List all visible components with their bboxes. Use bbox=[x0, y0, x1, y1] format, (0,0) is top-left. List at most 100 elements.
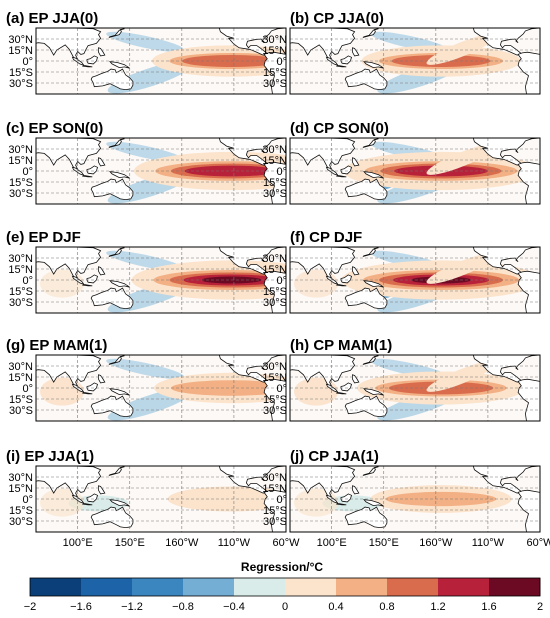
panel: (d) CP SON(0)30°N15°N0°15°S30°S bbox=[262, 120, 541, 205]
coastline bbox=[352, 47, 360, 57]
lat-tick-label: 30°N bbox=[262, 253, 287, 265]
lat-tick-label: 15°S bbox=[9, 177, 33, 189]
coastline bbox=[344, 287, 388, 310]
coastline bbox=[108, 280, 131, 288]
coastline bbox=[335, 64, 347, 68]
coastline bbox=[81, 174, 93, 178]
lat-tick-label: 15°S bbox=[263, 505, 287, 517]
lat-tick-label: 30°S bbox=[9, 297, 33, 309]
panel-title: (c) EP SON(0) bbox=[6, 120, 103, 137]
coastline bbox=[344, 68, 388, 91]
panel: (b) CP JJA(0)30°N15°N0°15°S30°S bbox=[262, 10, 541, 95]
coastline bbox=[362, 355, 379, 365]
colorbar-tick-label: −1.2 bbox=[121, 601, 143, 613]
lat-tick-label: 30°S bbox=[263, 78, 287, 90]
colorbar-segment bbox=[81, 578, 133, 596]
colorbar-tick-label: −1.6 bbox=[70, 601, 92, 613]
coastline bbox=[352, 266, 360, 276]
lat-tick-label: 15°N bbox=[8, 45, 33, 57]
colorbar-segment bbox=[132, 578, 184, 596]
lat-tick-label: 30°S bbox=[9, 405, 33, 417]
coastline bbox=[108, 466, 125, 476]
coastline bbox=[90, 395, 134, 418]
panel-title: (g) EP MAM(1) bbox=[6, 337, 107, 354]
colorbar-segment bbox=[285, 578, 337, 596]
coastline bbox=[108, 138, 125, 148]
lat-tick-label: 0° bbox=[276, 494, 287, 506]
coastline bbox=[81, 502, 93, 506]
coastline bbox=[90, 287, 134, 310]
coastline bbox=[36, 355, 102, 388]
panel-title: (e) EP DJF bbox=[6, 229, 81, 246]
lat-tick-label: 0° bbox=[276, 56, 287, 68]
coastline bbox=[36, 466, 102, 499]
lat-tick-label: 30°N bbox=[262, 34, 287, 46]
panel: (j) CP JJA(1)30°N15°N0°15°S30°S 100°E 150°… bbox=[262, 448, 550, 549]
lat-tick-label: 15°S bbox=[9, 505, 33, 517]
lat-tick-label: 30°S bbox=[9, 78, 33, 90]
colorbar-tick-label: −0.4 bbox=[223, 601, 245, 613]
coastline bbox=[290, 355, 356, 388]
lat-tick-label: 15°N bbox=[8, 372, 33, 384]
colorbar-tick-label: 1.2 bbox=[430, 601, 445, 613]
lon-tick-label: 100°E bbox=[63, 537, 93, 549]
lon-tick-label: 150°E bbox=[369, 537, 399, 549]
panel: (g) EP MAM(1)30°N15°N0°15°S30°S bbox=[6, 337, 287, 422]
panel-title: (b) CP JJA(0) bbox=[290, 10, 384, 27]
lat-tick-label: 30°S bbox=[9, 516, 33, 528]
coastline bbox=[335, 502, 347, 506]
lat-tick-label: 15°N bbox=[8, 155, 33, 167]
lat-tick-label: 15°N bbox=[262, 483, 287, 495]
lat-tick-label: 30°N bbox=[262, 472, 287, 484]
coastline bbox=[90, 506, 134, 529]
panel-title: (i) EP JJA(1) bbox=[6, 448, 94, 465]
panel-title: (h) CP MAM(1) bbox=[290, 337, 392, 354]
colorbar-segment bbox=[30, 578, 82, 596]
map-frame bbox=[289, 137, 541, 205]
coastline bbox=[90, 178, 134, 201]
coastline bbox=[36, 28, 102, 61]
lat-tick-label: 15°S bbox=[9, 67, 33, 79]
coastline bbox=[263, 161, 286, 204]
map-frame bbox=[35, 354, 287, 422]
map-frame bbox=[289, 354, 541, 422]
lat-tick-label: 15°S bbox=[263, 177, 287, 189]
map-area bbox=[36, 28, 286, 94]
coastline bbox=[344, 506, 388, 529]
colorbar-segment bbox=[489, 578, 541, 596]
lat-tick-label: 15°S bbox=[9, 286, 33, 298]
warm-anomaly bbox=[426, 360, 498, 392]
coastline bbox=[263, 489, 286, 532]
coastline bbox=[98, 47, 106, 57]
map-area bbox=[36, 138, 286, 204]
colorbar-segment bbox=[336, 578, 388, 596]
coastline bbox=[108, 171, 131, 179]
coastline bbox=[98, 157, 106, 167]
lat-tick-label: 30°N bbox=[262, 144, 287, 156]
map-area bbox=[290, 247, 540, 313]
lat-tick-label: 30°S bbox=[263, 297, 287, 309]
lat-tick-label: 0° bbox=[22, 56, 33, 68]
colorbar-frame bbox=[29, 577, 541, 597]
coastline bbox=[362, 138, 379, 148]
coastline bbox=[517, 270, 540, 313]
lat-tick-label: 0° bbox=[276, 166, 287, 178]
coastline bbox=[352, 157, 360, 167]
lon-tick-label: 110°W bbox=[218, 537, 251, 549]
coastline bbox=[517, 51, 540, 94]
coastline bbox=[108, 61, 131, 69]
map-area bbox=[36, 247, 286, 313]
coastline bbox=[352, 485, 360, 495]
coastline bbox=[362, 388, 385, 396]
coastline bbox=[81, 64, 93, 68]
coastline bbox=[108, 247, 125, 257]
lat-tick-label: 30°S bbox=[263, 405, 287, 417]
lat-tick-label: 15°N bbox=[262, 264, 287, 276]
map-area bbox=[290, 28, 540, 94]
coastline bbox=[362, 28, 379, 38]
cold-anomaly bbox=[106, 358, 185, 380]
coastline bbox=[98, 266, 106, 276]
